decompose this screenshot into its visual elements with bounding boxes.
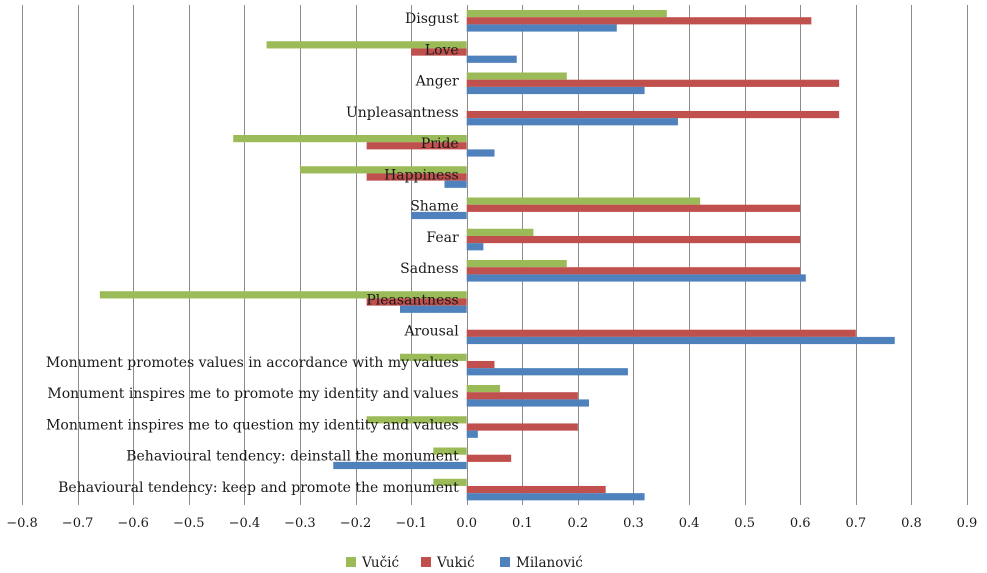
bar-2-4 — [466, 110, 840, 119]
category-label-1: Disgust — [405, 11, 459, 27]
bar-1-13 — [466, 385, 501, 393]
category-label-9: Sadness — [400, 261, 459, 277]
bar-3-9 — [466, 274, 806, 282]
bar-2-15 — [466, 454, 512, 462]
x-tick-label-14: 0.5 — [734, 516, 755, 531]
legend-label-2: Vukić — [436, 555, 475, 571]
legend: Vučić Vukić Milanović — [346, 555, 583, 571]
bar-2-14 — [466, 423, 578, 431]
category-label-12: Monument promotes values in accordance w… — [46, 355, 459, 371]
bar-3-2 — [466, 55, 517, 63]
bar-3-12 — [466, 368, 628, 376]
category-label-4: Unpleasantness — [346, 105, 459, 121]
x-tick-label-6: −0.3 — [284, 516, 316, 531]
legend-label-3: Milanović — [516, 555, 583, 571]
bar-1-8 — [466, 228, 534, 236]
bar-3-14 — [466, 430, 478, 438]
bar-1-16 — [433, 478, 467, 486]
category-label-13: Monument inspires me to promote my ident… — [47, 386, 458, 402]
category-label-8: Fear — [426, 230, 459, 246]
bar-3-4 — [466, 118, 678, 126]
x-tick-label-16: 0.7 — [845, 516, 866, 531]
category-label-10: Pleasantness — [366, 292, 458, 308]
bar-3-11 — [466, 336, 895, 345]
bar-1-12 — [400, 353, 467, 361]
x-tick-label-1: −0.8 — [6, 516, 38, 531]
x-axis-tick-labels: −0.8 −0.7 −0.6 −0.5 −0.4 −0.3 −0.2 −0.1 0.0 0.1 0.… — [6, 516, 977, 531]
bar-3-13 — [466, 399, 589, 407]
bar-3-6 — [444, 180, 467, 188]
bar-2-11 — [466, 329, 856, 337]
category-label-16: Behavioural tendency: keep and promote t… — [58, 480, 459, 496]
bar-2-3 — [466, 79, 840, 87]
bar-2-9 — [466, 267, 801, 275]
bar-1-5 — [233, 135, 467, 143]
bar-1-6 — [299, 166, 467, 174]
bar-1-15 — [433, 447, 467, 455]
bar-3-3 — [466, 86, 645, 95]
bar-2-12 — [466, 360, 495, 369]
x-tick-label-11: 0.2 — [568, 516, 589, 531]
bar-2-5 — [366, 142, 467, 150]
bar-3-16 — [466, 493, 645, 501]
bar-3-10 — [400, 305, 467, 313]
x-tick-label-4: −0.5 — [173, 516, 205, 531]
legend-swatch-3 — [500, 557, 510, 567]
bar-2-13 — [466, 392, 578, 400]
category-label-5: Pride — [421, 136, 459, 152]
legend-label-1: Vučić — [361, 555, 399, 571]
x-tick-label-2: −0.7 — [62, 516, 94, 531]
legend-swatch-2 — [421, 557, 431, 567]
x-tick-label-7: −0.2 — [340, 516, 372, 531]
category-labels: Disgust Love Anger Unpleasantness Pride Happi… — [46, 11, 459, 496]
bar-3-5 — [466, 149, 495, 157]
x-tick-label-13: 0.4 — [679, 516, 700, 531]
bar-3-15 — [333, 461, 467, 470]
x-tick-label-8: −0.1 — [395, 516, 427, 531]
category-label-15: Behavioural tendency: deinstall the monu… — [126, 449, 459, 465]
category-label-7: Shame — [410, 199, 459, 215]
bar-2-2 — [411, 48, 467, 56]
bar-1-3 — [466, 72, 567, 80]
category-label-11: Arousal — [403, 324, 459, 340]
x-tick-label-18: 0.9 — [957, 516, 978, 531]
legend-swatch-1 — [346, 557, 356, 567]
x-tick-label-12: 0.3 — [623, 516, 644, 531]
x-tick-label-5: −0.4 — [229, 516, 261, 531]
bar-1-2 — [266, 41, 467, 49]
bar-1-9 — [466, 260, 567, 268]
bar-3-8 — [466, 243, 484, 251]
bar-1-14 — [366, 416, 467, 424]
category-label-2: Love — [425, 42, 459, 58]
category-label-14: Monument inspires me to question my iden… — [46, 417, 459, 433]
bar-2-16 — [466, 485, 606, 494]
category-label-3: Anger — [415, 74, 459, 90]
bar-1-10 — [99, 291, 467, 299]
x-tick-label-15: 0.6 — [790, 516, 811, 531]
x-tick-label-3: −0.6 — [117, 516, 149, 531]
bar-2-10 — [366, 298, 467, 306]
bar-1-1 — [466, 10, 667, 18]
bar-2-6 — [366, 173, 467, 181]
bar-3-1 — [466, 24, 617, 32]
bar-2-1 — [466, 17, 812, 25]
bar-2-7 — [466, 204, 801, 212]
bar-2-8 — [466, 235, 801, 244]
bar-3-7 — [411, 211, 467, 220]
bar-1-7 — [466, 197, 701, 205]
category-label-6: Happiness — [384, 167, 459, 183]
x-tick-label-17: 0.8 — [901, 516, 922, 531]
bars — [99, 10, 895, 501]
x-tick-label-9: 0.0 — [456, 516, 477, 531]
x-tick-label-10: 0.1 — [512, 516, 533, 531]
